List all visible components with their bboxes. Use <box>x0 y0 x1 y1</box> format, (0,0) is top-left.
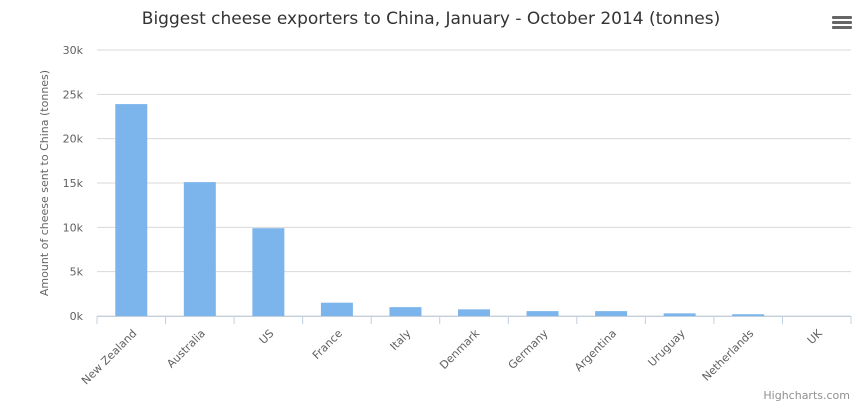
bar[interactable] <box>663 313 696 316</box>
x-tick-label: US <box>257 327 277 347</box>
hamburger-menu-icon <box>832 16 852 29</box>
chart-title: Biggest cheese exporters to China, Janua… <box>141 9 721 29</box>
y-axis: 0k 5k 10k 15k 20k 25k 30k <box>63 44 84 323</box>
x-tick-label: UK <box>805 326 826 347</box>
y-tick-label: 0k <box>70 310 84 323</box>
y-tick-label: 5k <box>70 266 84 279</box>
bar[interactable] <box>732 314 765 316</box>
y-tick-label: 20k <box>63 133 84 146</box>
bar[interactable] <box>320 302 353 316</box>
x-axis: New Zealand Australia US France Italy Denmark… <box>79 316 852 387</box>
y-tick-label: 15k <box>63 177 84 190</box>
bar[interactable] <box>526 311 559 316</box>
bar[interactable] <box>595 311 628 316</box>
x-tick-label: Australia <box>164 327 208 371</box>
x-tick-label: Netherlands <box>700 327 757 384</box>
x-tick-label: Uruguay <box>646 327 689 370</box>
y-axis-title: Amount of cheese sent to China (tonnes) <box>38 70 51 296</box>
y-tick-label: 10k <box>63 221 84 234</box>
x-tick-label: Argentina <box>572 327 619 374</box>
bar-series <box>115 104 765 316</box>
x-tick-label: Italy <box>388 327 414 353</box>
x-tick-label: New Zealand <box>79 327 139 387</box>
bar[interactable] <box>458 309 490 316</box>
bar[interactable] <box>389 307 422 316</box>
bar[interactable] <box>252 228 285 316</box>
chart-menu-button[interactable] <box>832 16 852 32</box>
bar[interactable] <box>115 104 148 316</box>
grid-lines <box>97 49 851 317</box>
x-tick-label: Germany <box>506 327 551 372</box>
x-tick-label: France <box>310 327 345 362</box>
bar[interactable] <box>183 182 216 316</box>
y-tick-label: 30k <box>63 44 84 57</box>
x-tick-label: Denmark <box>437 326 482 371</box>
y-tick-label: 25k <box>63 88 84 101</box>
credits-link[interactable]: Highcharts.com <box>763 389 850 402</box>
